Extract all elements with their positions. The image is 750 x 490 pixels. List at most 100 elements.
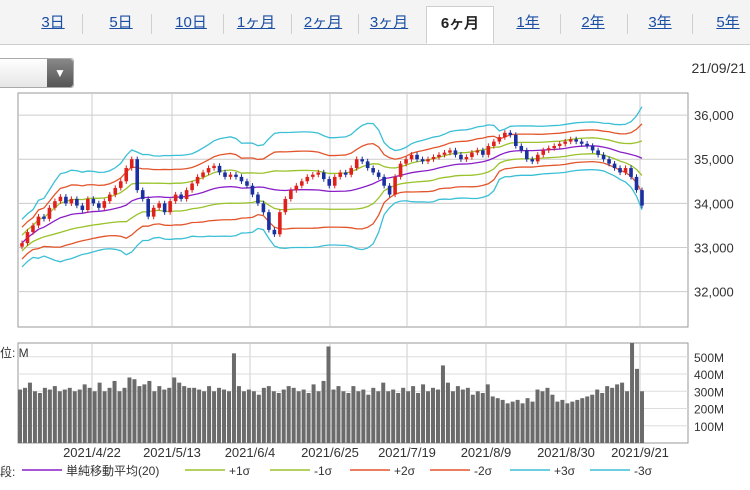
volume-bar (281, 389, 286, 443)
volume-bar (530, 401, 535, 443)
candle-body (294, 185, 299, 191)
volume-bar (346, 393, 351, 443)
volume-bar (485, 384, 490, 443)
candle-body (557, 143, 562, 146)
candle-body (179, 194, 183, 199)
tab-separator (358, 14, 359, 34)
volume-bar (465, 387, 470, 443)
volume-bar (296, 391, 301, 443)
candle-body (349, 168, 354, 175)
tab-6[interactable]: 6ヶ月 (426, 6, 494, 44)
volume-bar (87, 387, 92, 443)
y-tick-label: 33,000 (694, 241, 734, 256)
candle-body (623, 168, 628, 173)
volume-bar (391, 389, 396, 443)
candle-body (382, 176, 386, 186)
candle-body (102, 201, 107, 208)
volume-bar (440, 365, 445, 443)
candle-body (135, 159, 140, 191)
volume-bar (620, 382, 625, 443)
candle-body (503, 132, 507, 138)
indicator-dropdown[interactable]: ▼ (0, 58, 74, 88)
volume-bar (306, 393, 311, 443)
tab-9[interactable]: 3年 (648, 14, 672, 31)
volume-tick-label: 200M (694, 403, 724, 417)
volume-bar (182, 386, 187, 443)
tab-10[interactable]: 5年 (716, 14, 740, 31)
volume-bar (122, 387, 127, 443)
tab-separator (560, 14, 561, 34)
volume-bar (301, 389, 306, 443)
candle-body (453, 150, 458, 155)
volume-bar (236, 386, 241, 443)
volume-bar (246, 389, 251, 443)
volume-bar (416, 393, 421, 443)
tab-1[interactable]: 5日 (109, 14, 133, 31)
candle-body (234, 174, 238, 177)
volume-bar (231, 353, 236, 443)
volume-bar (77, 389, 82, 443)
volume-bar (222, 389, 227, 443)
tab-4[interactable]: 2ヶ月 (303, 14, 343, 31)
tab-2[interactable]: 10日 (175, 14, 207, 31)
volume-bar (112, 380, 117, 443)
x-tick-label: 2021/8/30 (537, 445, 595, 460)
volume-bar (152, 391, 157, 443)
candle-body (426, 159, 430, 162)
volume-bar (356, 391, 361, 443)
tab-0[interactable]: 3日 (41, 14, 65, 31)
candle-body (20, 243, 24, 247)
tab-separator (82, 14, 83, 34)
tab-separator (291, 14, 292, 34)
candle-body (272, 229, 277, 235)
volume-bar (625, 391, 630, 443)
candle-body (278, 212, 282, 235)
candle-body (535, 154, 540, 162)
volume-bar (147, 380, 152, 443)
volume-bar (520, 403, 525, 443)
volume-bar (97, 382, 102, 443)
volume-bar (256, 394, 261, 443)
volume-bar (575, 399, 580, 443)
volume-bar (107, 387, 112, 443)
candle-body (546, 148, 551, 151)
candle-body (310, 174, 315, 177)
candle-body (354, 159, 359, 169)
volume-bar (192, 387, 197, 443)
volume-bar (142, 384, 147, 443)
volume-bar (92, 391, 97, 443)
candle-body (195, 176, 200, 184)
volume-bar (635, 368, 640, 443)
volume-bar (366, 394, 371, 443)
candle-body (618, 168, 622, 173)
y-tick-label: 35,000 (694, 152, 734, 167)
tab-3[interactable]: 1ヶ月 (236, 14, 276, 31)
candle-body (118, 181, 123, 188)
candle-body (86, 198, 90, 210)
candle-body (338, 172, 343, 177)
candle-body (228, 174, 233, 177)
volume-bar (550, 394, 555, 443)
candle-body (431, 157, 436, 160)
volume-bar (67, 387, 72, 443)
volume-bar (202, 391, 207, 443)
legend-item-label: +3σ (554, 464, 576, 478)
volume-bar (22, 387, 27, 443)
triangle-down-icon[interactable]: ▼ (47, 59, 73, 87)
candle-body (184, 190, 189, 199)
tab-5[interactable]: 3ヶ月 (369, 14, 409, 31)
band-line-minus2 (21, 161, 643, 260)
candle-body (475, 150, 480, 153)
candle-body (332, 176, 337, 186)
x-tick-label: 2021/5/13 (143, 445, 201, 460)
volume-bar (187, 387, 192, 443)
candle-body (162, 203, 167, 213)
volume-bar (226, 391, 231, 443)
tab-7[interactable]: 1年 (516, 14, 540, 31)
volume-bar (261, 387, 266, 443)
candle-body (563, 141, 567, 144)
tab-8[interactable]: 2年 (581, 14, 605, 31)
volume-bar (435, 389, 440, 443)
tab-separator (692, 14, 693, 34)
volume-bar (460, 389, 465, 443)
